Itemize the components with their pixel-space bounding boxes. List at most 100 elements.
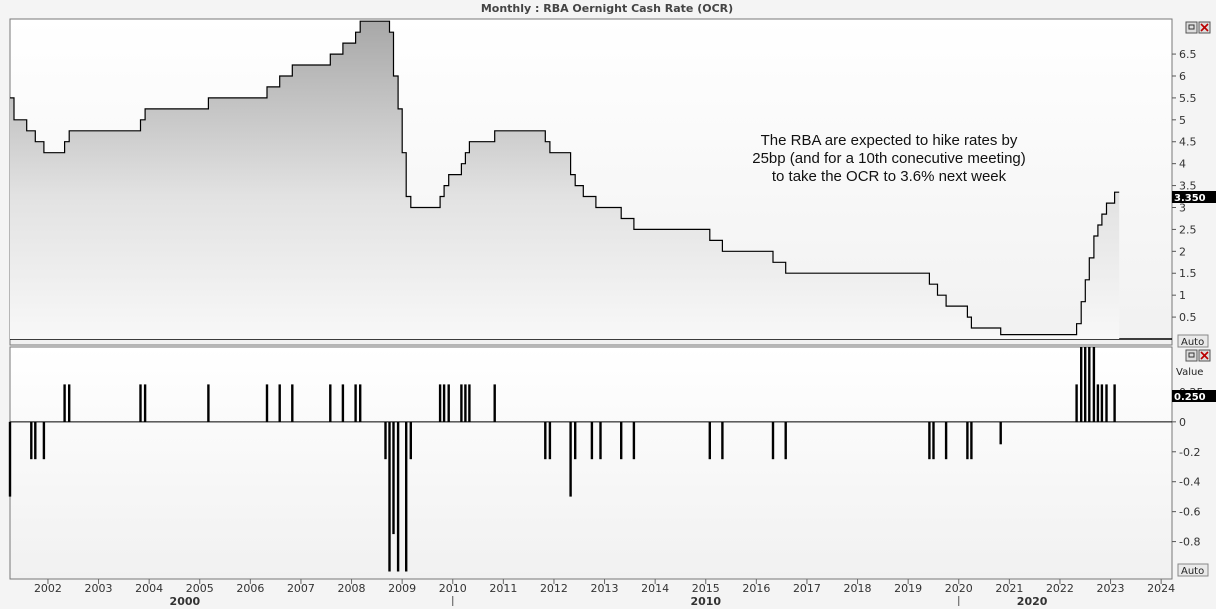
change-bar [1100, 384, 1104, 422]
change-bar [1113, 384, 1116, 422]
x-tick-label: 2014 [641, 582, 669, 595]
change-bar [265, 384, 269, 422]
change-bar [139, 384, 142, 422]
change-bar [1075, 384, 1078, 422]
x-tick-label: 2006 [236, 582, 264, 595]
value-y-axis: -0.8-0.6-0.4-0.200.25 [1172, 386, 1204, 549]
x-tick-label: 2020 [945, 582, 973, 595]
annotation-line-2: 25bp (and for a 10th conecutive meeting) [752, 150, 1026, 167]
value-close-icon[interactable] [1198, 349, 1211, 362]
annotation-line-1: The RBA are expected to hike rates by [761, 132, 1018, 149]
change-bar [329, 384, 332, 422]
change-bar [999, 421, 1002, 445]
change-bar [388, 421, 391, 572]
change-bar [396, 421, 400, 572]
value-y-tick-label: -0.6 [1179, 506, 1200, 519]
change-bar [590, 421, 594, 460]
ocr-restore-icon[interactable] [1185, 21, 1198, 34]
change-bar [447, 384, 450, 422]
ocr-y-tick-label: 4 [1179, 158, 1186, 171]
change-bar [30, 421, 33, 460]
chart-title: Monthly : RBA Oernight Cash Rate (OCR) [481, 2, 733, 15]
x-tick-label: 2013 [591, 582, 619, 595]
x-tick-label: 2009 [388, 582, 416, 595]
change-bar [574, 421, 577, 460]
x-tick-label: 2004 [135, 582, 163, 595]
x-tick-label: 2016 [742, 582, 770, 595]
change-bar [464, 384, 467, 422]
change-bar [63, 384, 66, 422]
change-bar [291, 384, 294, 422]
decade-label: 2000 [170, 595, 201, 608]
ocr-area [10, 20, 1120, 339]
ocr-y-tick-label: 1.5 [1179, 267, 1197, 280]
change-bar [708, 421, 711, 460]
ocr-y-tick-label: 1 [1179, 289, 1186, 302]
ocr-y-tick-label: 3.5 [1179, 180, 1197, 193]
ocr-close-icon[interactable] [1198, 21, 1211, 34]
change-bar [1088, 347, 1091, 422]
ocr-y-axis: 0.5 1 1.5 2 2.5 3 3.5 4 4.5 5 5.5 6 6.5 [1172, 48, 1197, 324]
change-bar [932, 421, 935, 460]
change-bar [442, 384, 446, 422]
value-auto-label: Auto [1181, 566, 1204, 577]
change-bar [548, 421, 552, 460]
value-y-tick-label: -0.8 [1179, 536, 1200, 549]
change-bar [42, 421, 46, 460]
value-panel-title: Value [1176, 367, 1203, 378]
change-bar [928, 421, 931, 460]
change-bar [354, 384, 357, 422]
ocr-y-tick-label: 6.5 [1179, 48, 1197, 61]
value-restore-icon[interactable] [1185, 349, 1198, 362]
change-bar [405, 421, 408, 572]
change-bar [341, 384, 345, 422]
value-last-value-badge: 0.250 [1172, 390, 1216, 403]
x-tick-label: 2022 [1046, 582, 1074, 595]
change-bar [721, 421, 724, 460]
x-tick-label: 2005 [186, 582, 214, 595]
x-tick-label: 2011 [489, 582, 517, 595]
ocr-y-tick-label: 5 [1179, 114, 1186, 127]
x-axis: 2002 2003 2004 2005 2006 2007 2008 2009 2010 2011… [10, 578, 1175, 608]
value-y-tick-label: -0.2 [1179, 446, 1200, 459]
x-tick-label: 2024 [1147, 582, 1175, 595]
change-bar [359, 384, 362, 422]
change-bar [970, 421, 973, 460]
change-bar [278, 384, 281, 422]
change-bar [143, 384, 147, 422]
change-bar [1096, 384, 1100, 422]
change-bar [207, 384, 210, 422]
change-bar [944, 421, 948, 460]
change-bar [493, 384, 496, 422]
change-bar [468, 384, 471, 422]
decade-label: 2010 [690, 595, 721, 608]
value-auto-button[interactable]: Auto [1177, 563, 1209, 577]
ocr-y-tick-label: 0.5 [1179, 311, 1197, 324]
change-bar [620, 421, 623, 460]
change-bar [384, 421, 387, 460]
ocr-y-tick-label: 5.5 [1179, 92, 1197, 105]
x-tick-label: 2015 [692, 582, 720, 595]
ocr-panel: 0.5 1 1.5 2 2.5 3 3.5 4 4.5 5 5.5 6 6.5 The RBA are … [9, 18, 1216, 348]
ocr-y-tick-label: 3 [1179, 201, 1186, 214]
change-bar [460, 384, 463, 422]
ocr-auto-button[interactable]: Auto [1177, 334, 1209, 348]
change-bar [1092, 347, 1096, 422]
value-panel-background [9, 346, 1173, 580]
decade-label: 2020 [1017, 595, 1048, 608]
x-tick-label: 2012 [540, 582, 568, 595]
change-bar [544, 421, 547, 460]
change-bar [784, 421, 787, 460]
change-bar [438, 384, 442, 422]
x-tick-label: 2023 [1097, 582, 1125, 595]
value-y-tick-label: 0 [1179, 416, 1186, 429]
annotation-line-3: to take the OCR to 3.6% next week [772, 168, 1007, 185]
change-bar [68, 384, 71, 422]
change-bar [8, 421, 12, 497]
ocr-y-tick-label: 4.5 [1179, 136, 1197, 149]
x-tick-label: 2017 [793, 582, 821, 595]
change-bar [599, 421, 602, 460]
ocr-area-fill [10, 21, 1120, 339]
ocr-last-value-badge: 3.350 [1172, 191, 1216, 204]
